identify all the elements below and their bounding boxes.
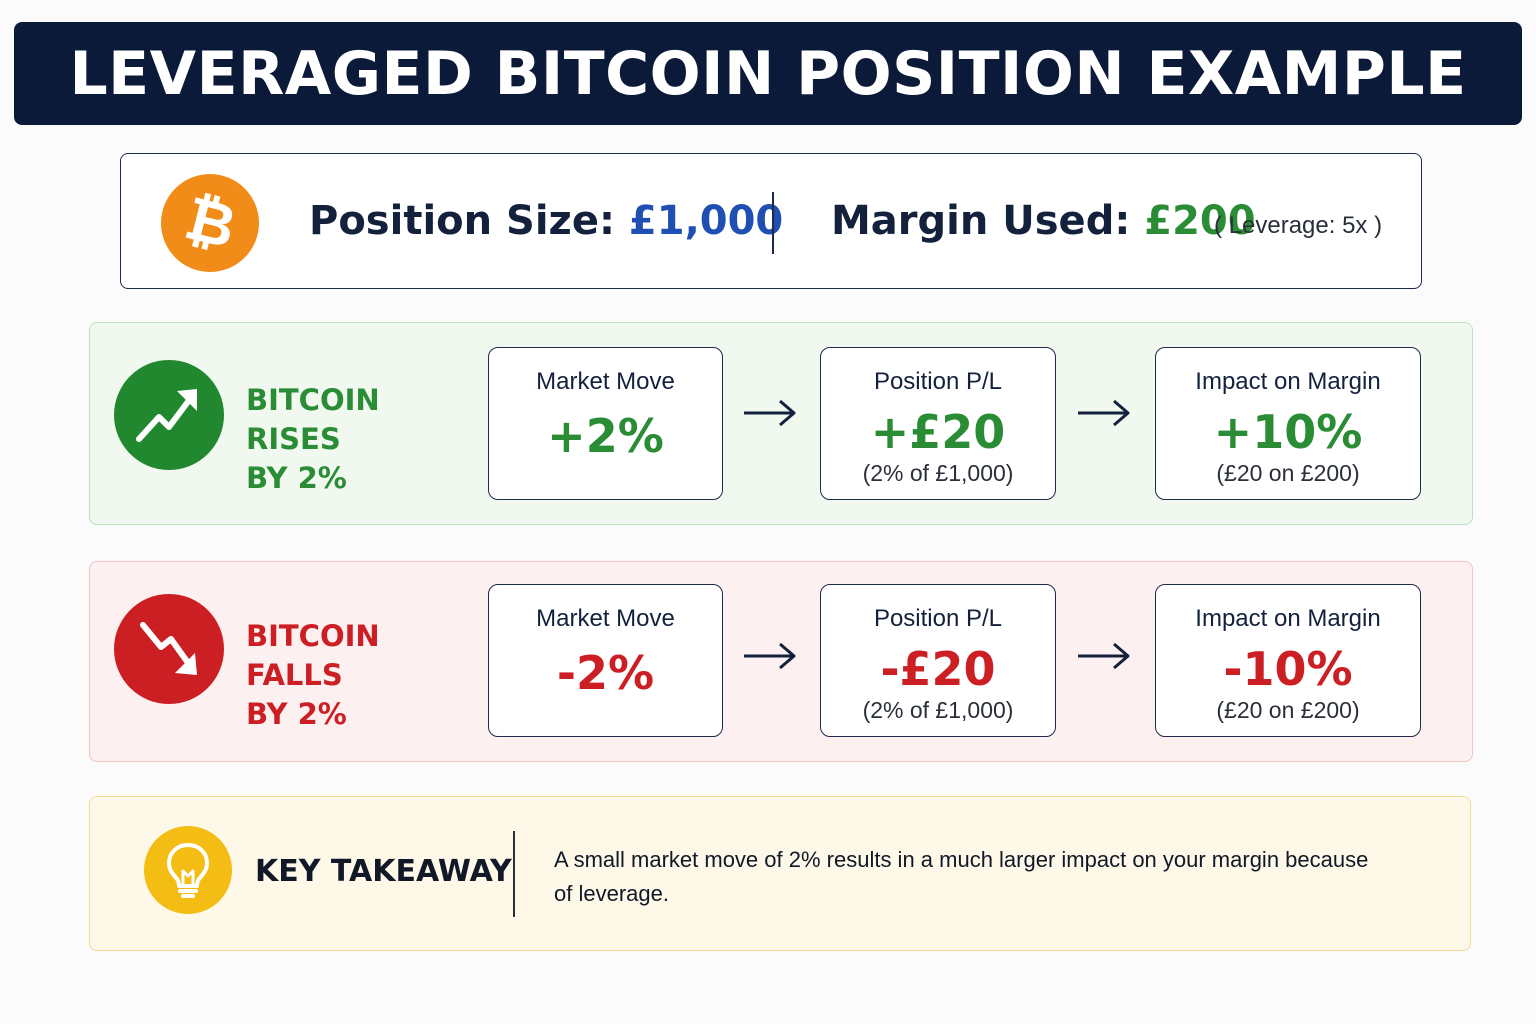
impact-value: +10%: [1213, 405, 1363, 459]
scenario-label-line1: BITCOIN RISES: [246, 383, 380, 456]
margin-used: Margin Used: £200: [831, 198, 1256, 244]
scenario-label: BITCOIN FALLS BY 2%: [246, 617, 476, 734]
takeaway-divider: [513, 831, 515, 917]
impact-value: -10%: [1223, 642, 1353, 696]
takeaway-text: A small market move of 2% results in a m…: [554, 847, 1369, 906]
position-pl-title: Position P/L: [873, 605, 1003, 632]
position-pl-box: Position P/L +£20 (2% of £1,000): [820, 347, 1056, 500]
position-pl-value: -£20: [880, 642, 996, 696]
bitcoin-icon: ₿: [161, 174, 259, 272]
arrow-right-icon: [1078, 642, 1130, 670]
scenario-label-line2: BY 2%: [246, 697, 347, 731]
arrow-right-icon: [744, 399, 796, 427]
market-move-box: Market Move +2%: [488, 347, 723, 500]
trend-up-icon: [114, 360, 224, 470]
key-takeaway-panel: KEY TAKEAWAY A small market move of 2% r…: [89, 796, 1471, 951]
position-pl-box: Position P/L -£20 (2% of £1,000): [820, 584, 1056, 737]
scenario-label-line1: BITCOIN FALLS: [246, 619, 380, 692]
summary-divider: [772, 192, 774, 254]
takeaway-title: KEY TAKEAWAY: [255, 854, 512, 889]
arrow-right-icon: [744, 642, 796, 670]
position-pl-value: +£20: [870, 405, 1006, 459]
margin-used-label: Margin Used:: [831, 198, 1131, 244]
market-move-title: Market Move: [536, 605, 675, 632]
impact-on-margin-box: Impact on Margin +10% (£20 on £200): [1155, 347, 1421, 500]
position-size-label: Position Size:: [309, 198, 615, 244]
impact-title: Impact on Margin: [1195, 368, 1381, 395]
arrow-right-icon: [1078, 399, 1130, 427]
impact-title: Impact on Margin: [1195, 605, 1381, 632]
scenario-label: BITCOIN RISES BY 2%: [246, 381, 476, 498]
impact-note: (£20 on £200): [1216, 697, 1360, 723]
margin-used-value: £200: [1144, 198, 1256, 244]
page-title: LEVERAGED BITCOIN POSITION EXAMPLE: [69, 38, 1467, 109]
position-size-value: £1,000: [628, 198, 784, 244]
trend-down-icon: [114, 594, 224, 704]
market-move-title: Market Move: [536, 368, 675, 395]
scenario-rise: BITCOIN RISES BY 2% Market Move +2% Posi…: [89, 322, 1473, 525]
impact-on-margin-box: Impact on Margin -10% (£20 on £200): [1155, 584, 1421, 737]
position-pl-title: Position P/L: [873, 368, 1003, 395]
position-summary-panel: ₿ Position Size: £1,000 Margin Used: £20…: [120, 153, 1422, 289]
impact-note: (£20 on £200): [1216, 460, 1360, 486]
market-move-box: Market Move -2%: [488, 584, 723, 737]
leverage-note: ( Leverage: 5x ): [1214, 212, 1383, 239]
position-pl-note: (2% of £1,000): [862, 460, 1014, 486]
title-banner: LEVERAGED BITCOIN POSITION EXAMPLE: [14, 22, 1522, 125]
market-move-value: -2%: [556, 646, 655, 700]
position-size: Position Size: £1,000: [309, 198, 783, 244]
market-move-value: +2%: [547, 409, 664, 463]
position-pl-note: (2% of £1,000): [862, 697, 1014, 723]
scenario-label-line2: BY 2%: [246, 461, 347, 495]
lightbulb-icon: [144, 826, 232, 914]
scenario-fall: BITCOIN FALLS BY 2% Market Move -2% Posi…: [89, 561, 1473, 762]
